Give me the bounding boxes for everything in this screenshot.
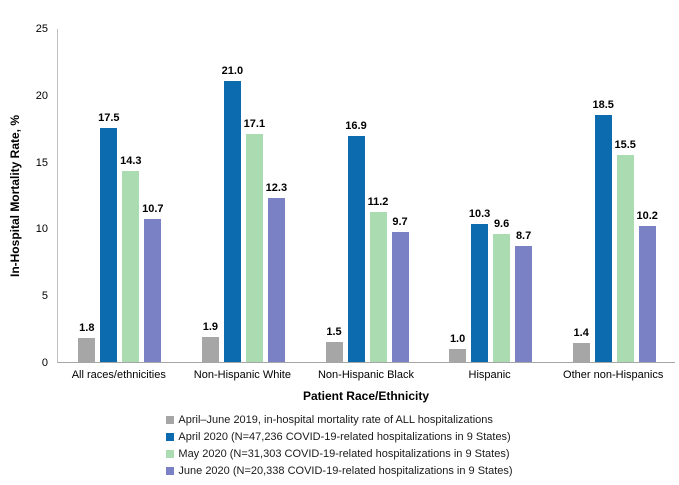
bar-value-label: 10.3 xyxy=(468,208,491,221)
y-tick-label: 20 xyxy=(35,89,48,102)
bar xyxy=(391,232,409,362)
bar xyxy=(122,170,140,362)
bar-value-label: 1.0 xyxy=(449,332,466,345)
legend: April–June 2019, in-hospital mortality r… xyxy=(0,411,679,480)
legend-label: June 2020 (N=20,338 COVID-19-related hos… xyxy=(178,464,513,477)
bar-value-label: 9.6 xyxy=(493,217,510,230)
bar-value-label: 15.5 xyxy=(614,138,636,151)
bar xyxy=(347,136,365,362)
bar-value-label: 1.4 xyxy=(573,327,589,340)
bar-value-label: 14.3 xyxy=(120,154,142,167)
x-category-label: All races/ethnicities xyxy=(71,369,166,381)
legend-swatch-icon xyxy=(166,449,175,458)
x-category-label: Non-Hispanic White xyxy=(193,369,291,381)
y-tick-label: 15 xyxy=(35,156,48,169)
bar xyxy=(594,114,612,362)
bar xyxy=(78,337,96,362)
legend-swatch-icon xyxy=(166,466,175,475)
legend-items: April–June 2019, in-hospital mortality r… xyxy=(166,411,513,479)
legend-item: April 2020 (N=47,236 COVID-19-related ho… xyxy=(166,428,512,445)
bar-value-label: 1.8 xyxy=(79,321,95,334)
bar xyxy=(369,212,387,362)
bar-value-label: 21.0 xyxy=(221,65,244,78)
legend-item: April–June 2019, in-hospital mortality r… xyxy=(166,411,512,428)
legend-label: April 2020 (N=47,236 COVID-19-related ho… xyxy=(178,430,511,443)
legend-label: April–June 2019, in-hospital mortality r… xyxy=(178,413,493,426)
bar-value-label: 9.7 xyxy=(392,216,408,229)
legend-swatch-icon xyxy=(166,432,175,441)
x-axis-title: Patient Race/Ethnicity xyxy=(302,389,430,403)
bar-value-label: 1.9 xyxy=(202,320,219,333)
bar-value-label: 18.5 xyxy=(592,98,614,111)
legend-swatch-icon xyxy=(166,415,175,424)
bar-value-label: 11.2 xyxy=(367,196,389,209)
bar xyxy=(515,245,533,362)
bar xyxy=(245,133,263,362)
bar-value-label: 10.7 xyxy=(142,203,164,216)
legend-label: May 2020 (N=31,303 COVID-19-related hosp… xyxy=(178,447,510,460)
x-category-label: Non-Hispanic Black xyxy=(317,369,414,381)
bar xyxy=(223,81,241,362)
bar xyxy=(201,336,219,362)
bar-value-label: 10.2 xyxy=(636,209,658,222)
y-tick-label: 0 xyxy=(41,357,48,369)
x-category-label: Hispanic xyxy=(468,369,511,381)
bar-value-label: 16.9 xyxy=(345,120,367,133)
bar-value-label: 17.5 xyxy=(98,112,120,125)
bar-value-label: 17.1 xyxy=(243,117,266,130)
bar xyxy=(449,348,467,362)
bar xyxy=(144,219,162,362)
x-category-label: Other non-Hispanics xyxy=(563,369,664,381)
y-tick-label: 25 xyxy=(35,23,48,35)
bar xyxy=(100,128,118,362)
y-axis-title-text: In-Hospital Mortality Rate, % xyxy=(8,114,22,278)
plot-area: 1.8 17.5 14.3 10.7 1.9 21.0 17.1 12.3 1.5 16.9 11.… xyxy=(57,29,675,363)
bar xyxy=(638,225,656,362)
bar-value-label: 1.5 xyxy=(326,325,342,338)
y-tick-label: 5 xyxy=(41,290,48,303)
legend-item: May 2020 (N=31,303 COVID-19-related hosp… xyxy=(166,445,512,462)
bar xyxy=(616,154,634,362)
bar xyxy=(471,224,489,362)
bar xyxy=(493,233,511,362)
bar-value-label: 8.7 xyxy=(515,229,532,242)
y-axis-title: In-Hospital Mortality Rate, % xyxy=(6,29,24,363)
bar xyxy=(267,197,285,362)
bar xyxy=(325,341,343,362)
y-tick-label: 10 xyxy=(35,223,48,236)
bar-value-label: 12.3 xyxy=(265,181,288,194)
bar xyxy=(572,343,590,362)
legend-item: June 2020 (N=20,338 COVID-19-related hos… xyxy=(166,462,513,479)
